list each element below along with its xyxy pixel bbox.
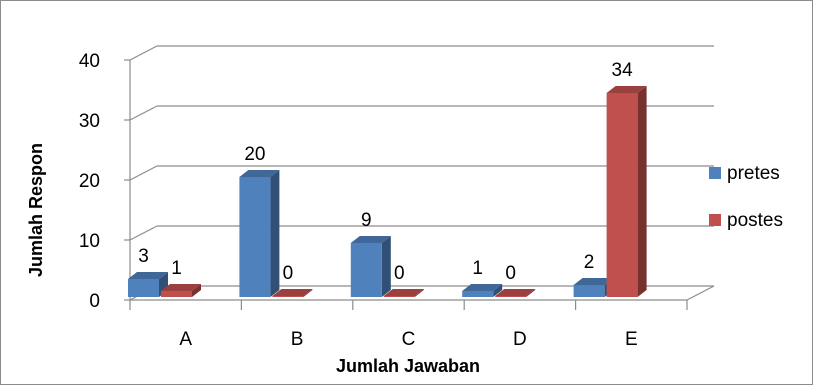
data-label: 2 <box>584 252 595 273</box>
bar-postes-C <box>383 289 424 297</box>
bar-top <box>272 289 313 296</box>
y-tick-label: 20 <box>79 171 100 192</box>
floor-edge <box>686 285 715 301</box>
x-tick-label: D <box>513 329 527 350</box>
bar-side <box>270 170 280 297</box>
legend: pretes postes <box>709 163 783 231</box>
bar-side <box>526 289 536 297</box>
data-label: 9 <box>361 210 372 231</box>
bar-top <box>383 289 424 296</box>
bar-top <box>495 289 536 296</box>
bar-top <box>350 236 391 243</box>
bar-postes-D <box>495 289 536 297</box>
x-tick-label: C <box>402 329 416 350</box>
legend-label-postes: postes <box>727 210 783 231</box>
data-label: 0 <box>283 263 294 284</box>
bar-side <box>493 284 503 297</box>
bar-front <box>606 93 638 297</box>
bar-top <box>462 284 503 291</box>
bar-side <box>381 236 391 297</box>
bar-front <box>272 296 304 297</box>
bar-postes-A <box>161 284 201 297</box>
x-tick-label: B <box>291 329 304 350</box>
x-axis-title: Jumlah Jawaban <box>336 356 480 376</box>
legend-swatch-pretes <box>709 167 721 179</box>
bar-postes-B <box>272 289 313 297</box>
bar-pretes-C <box>350 236 391 297</box>
bar-front <box>239 177 271 297</box>
bar-pretes-D <box>462 284 503 297</box>
data-label: 0 <box>394 263 405 284</box>
y-tick-label: 30 <box>79 111 100 132</box>
bar-pretes-B <box>239 170 280 297</box>
y-axis-title: Jumlah Respon <box>26 143 46 277</box>
data-label: 1 <box>472 258 483 279</box>
bar-side <box>414 289 424 297</box>
bar-front <box>495 296 527 297</box>
bar-front <box>350 243 382 297</box>
bar-side <box>303 289 313 297</box>
bar-side <box>192 284 201 297</box>
data-label: 34 <box>612 60 634 81</box>
gridline-diagonal <box>129 225 158 241</box>
bar-postes-E <box>606 86 647 297</box>
data-label: 20 <box>244 144 265 165</box>
y-tick-label: 0 <box>89 291 100 312</box>
bar-top <box>161 284 201 291</box>
bar-front <box>128 279 159 297</box>
bar-front <box>383 296 415 297</box>
legend-swatch-postes <box>709 214 721 226</box>
data-label: 0 <box>505 263 516 284</box>
bar-top <box>239 170 280 177</box>
bar-top <box>128 272 168 279</box>
x-tick-label: E <box>625 329 638 350</box>
bar-layer <box>128 86 647 297</box>
data-label-layer: 3 1 20 0 9 0 1 0 2 34 <box>138 60 633 284</box>
gridline-diagonal <box>129 105 158 121</box>
bar-top <box>573 278 614 285</box>
gridline-diagonal <box>129 45 158 61</box>
data-label: 3 <box>138 246 149 267</box>
data-label: 1 <box>171 258 182 279</box>
bar-front <box>462 291 494 297</box>
legend-label-pretes: pretes <box>727 163 780 184</box>
y-tick-label: 10 <box>79 231 100 252</box>
bar-front <box>573 285 605 297</box>
x-tick-label: A <box>179 329 192 350</box>
y-tick-label: 40 <box>79 51 100 72</box>
bar-top <box>606 86 647 93</box>
bar-side <box>637 86 647 297</box>
bar-front <box>161 291 192 297</box>
gridline-diagonal <box>129 165 158 181</box>
